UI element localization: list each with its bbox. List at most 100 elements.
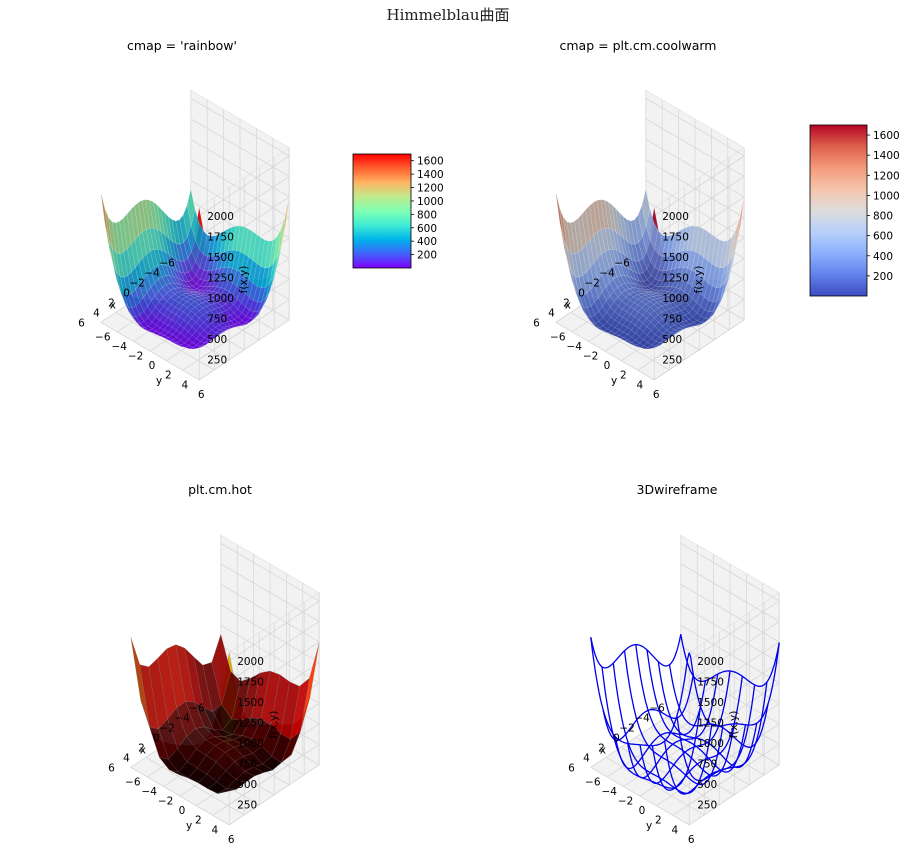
surface-patch (281, 197, 290, 244)
surface-patch (164, 212, 173, 243)
surface (555, 189, 745, 350)
surface-patch (688, 308, 698, 318)
surface-patch (649, 304, 659, 311)
surface-patch (677, 321, 687, 327)
surface-patch (681, 314, 690, 322)
surface-patch (196, 289, 206, 293)
surface-patch (143, 305, 152, 318)
surface-patch (168, 334, 177, 341)
z-tick-label: 1750 (207, 231, 234, 243)
surface-patch (652, 291, 661, 295)
surface-patch (188, 334, 197, 343)
surface-patch (149, 199, 158, 230)
surface-patch (135, 301, 145, 316)
surface-patch (611, 204, 621, 236)
surface-patch (123, 213, 132, 250)
colorbar-tick-label: 1400 (417, 169, 444, 181)
panel-3: plt.cm.hot−6−4−20246x−6−4−20246y25050075… (108, 482, 320, 846)
colorbar-tick-label: 1600 (417, 156, 444, 168)
surface-patch (184, 280, 194, 287)
surface-patch (232, 285, 242, 299)
surface-patch (566, 221, 576, 255)
surface-patch (637, 301, 647, 308)
surface-patch (153, 201, 162, 233)
surface-patch (191, 313, 200, 323)
surface-patch (215, 251, 225, 270)
panel-title: plt.cm.hot (188, 482, 252, 497)
surface-patch (205, 296, 215, 301)
surface-patch (201, 294, 211, 299)
surface-patch (150, 249, 159, 268)
surface-patch (656, 294, 666, 299)
surface-patch (145, 199, 154, 229)
surface-patch (240, 253, 249, 277)
surface-patch (614, 314, 623, 324)
y-tick-label: 0 (604, 360, 611, 372)
surface-patch (171, 321, 181, 331)
surface-patch (675, 279, 685, 290)
wire-line (590, 634, 682, 669)
surface-patch (228, 282, 238, 296)
surface-patch (172, 342, 182, 346)
surface-patch (157, 264, 167, 278)
surface-patch (161, 264, 170, 276)
z-tick-label: 500 (207, 334, 227, 346)
z-tick-label: 250 (237, 799, 257, 811)
surface-patch (687, 269, 696, 287)
surface-patch (104, 223, 113, 263)
surface-patch (200, 292, 211, 296)
surface-patch (189, 292, 198, 295)
y-tick-label: 4 (211, 824, 218, 836)
surface-patch (594, 310, 604, 322)
surface-patch (708, 285, 717, 303)
z-tick-label: 1250 (662, 272, 689, 284)
y-tick-label: −4 (111, 341, 127, 353)
x-tick-label: −4 (144, 267, 160, 279)
surface-patch (224, 267, 233, 281)
y-tick-label: −4 (141, 786, 157, 798)
surface-patch (559, 207, 568, 249)
surface-patch (644, 292, 653, 295)
surface-patch (655, 280, 664, 287)
surface-patch (641, 189, 651, 226)
y-tick-label: −6 (550, 331, 566, 343)
surface-patch (696, 292, 705, 307)
z-axis-label: f(x,y) (728, 711, 740, 739)
surface-patch (231, 225, 241, 251)
surface-patch (609, 265, 618, 280)
surface-patch (253, 301, 262, 313)
z-tick-label: 1250 (237, 717, 264, 729)
surface-patch (666, 320, 675, 328)
surface-patch (636, 346, 645, 349)
z-tick-label: 1750 (237, 676, 264, 688)
surface-patch (219, 329, 228, 334)
surface-patch (130, 205, 139, 241)
surface-patch (161, 275, 171, 286)
panel-title: cmap = 'rainbow' (127, 38, 237, 53)
x-tick-label: −4 (599, 267, 615, 279)
y-tick-label: −6 (95, 331, 111, 343)
surface-patch (177, 290, 187, 295)
z-tick-label: 500 (237, 779, 257, 791)
surface-patch (131, 305, 141, 318)
surface-patch (148, 328, 157, 334)
surface-patch (651, 289, 661, 293)
x-tick-label: −6 (614, 257, 630, 269)
surface-patch (658, 326, 668, 334)
surface-patch (607, 324, 616, 332)
surface-patch (213, 302, 223, 308)
surface-patch (128, 306, 137, 318)
z-tick-label: 1500 (662, 252, 689, 264)
surface-patch (634, 214, 643, 243)
surface-patch (586, 266, 595, 290)
figure-suptitle: Himmelblau曲面 (386, 6, 509, 24)
surface-patch (190, 208, 200, 241)
surface-patch (174, 302, 184, 310)
surface-patch (692, 312, 702, 321)
z-tick-label: 500 (697, 779, 717, 791)
panel-2: cmap = plt.cm.coolwarm−6−4−20246x−6−4−20… (533, 38, 900, 401)
surface-patch (170, 293, 179, 301)
surface-patch (195, 221, 204, 250)
y-tick-label: 2 (655, 815, 662, 827)
